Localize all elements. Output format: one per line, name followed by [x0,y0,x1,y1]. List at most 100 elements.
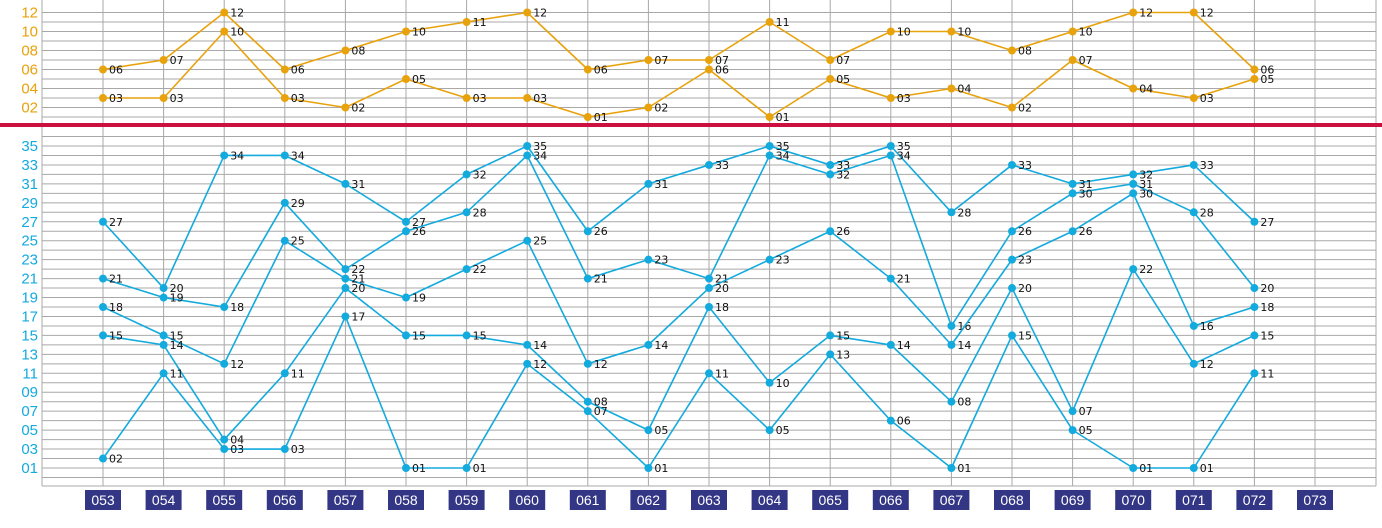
series-line-segment [708,21,771,61]
series-line-segment [466,145,528,176]
data-point [947,340,956,349]
data-point [765,255,774,264]
data-point [99,303,107,311]
series-line-segment [466,154,528,213]
series-line-segment [405,211,467,232]
data-label: 11 [291,367,305,380]
data-point [886,340,895,349]
series-line-segment [769,21,831,61]
series-line-segment [1072,59,1134,90]
x-category-label: 058 [394,492,418,508]
x-category-box [388,490,424,510]
series-line-segment [284,97,346,109]
x-category-box [1115,490,1152,510]
data-label: 07 [594,405,608,418]
series-line-segment [1193,164,1255,223]
series-line-segment [284,49,346,71]
x-category-label: 063 [697,492,721,508]
data-label: 12 [230,7,244,20]
series-line-segment [163,30,225,99]
data-label: 10 [1079,26,1093,39]
data-point [1008,103,1016,112]
series-line-segment [647,372,710,469]
data-label: 07 [654,54,668,67]
data-point [280,445,289,454]
series-line-segment [526,240,589,365]
data-point [947,397,956,406]
data-point [1008,284,1016,293]
data-label: 03 [230,443,244,456]
data-point [159,284,168,293]
data-label: 14 [170,339,184,352]
data-label: 03 [109,92,123,105]
y-tick-label: 21 [21,271,38,288]
data-label: 10 [897,26,911,39]
data-point [886,94,895,102]
series-line-segment [951,87,1013,109]
series-line-segment [890,145,952,213]
data-point [159,331,168,340]
data-label: 23 [776,254,790,267]
data-label: 22 [473,263,487,276]
x-category-box [327,490,364,510]
data-point [583,274,592,283]
data-point [220,303,229,311]
series-line-segment [162,372,225,450]
data-label: 08 [594,396,608,409]
series-line-segment [163,334,225,365]
data-point [644,179,653,188]
data-point [402,227,410,236]
data-label: 34 [291,149,305,162]
x-category-box [1175,490,1212,510]
data-point [1008,227,1016,236]
data-point [583,397,592,406]
series-line-segment [344,316,407,469]
y-tick-label: 33 [21,157,38,174]
series-line-segment [587,410,649,469]
x-category-box [1054,490,1091,510]
divider-bar [0,123,1382,127]
data-label: 06 [291,64,305,77]
x-category-box [1236,490,1273,510]
series-line-segment [223,11,286,71]
data-label: 03 [291,443,305,456]
series-line-segment [345,277,407,299]
data-point [886,142,895,150]
data-point [947,464,956,472]
series-line-segment [1011,287,1074,412]
data-label: 04 [1139,83,1153,96]
series-line-segment [344,287,407,337]
data-label: 05 [412,73,426,86]
data-label: 02 [351,102,365,115]
data-point [341,46,350,55]
data-label: 20 [351,282,365,295]
y-tick-label: 01 [21,460,38,477]
series-line-segment [1011,164,1073,185]
x-category-box [85,490,121,510]
series-line-segment [768,353,831,431]
data-point [1189,321,1198,330]
data-point [1008,160,1016,169]
x-category-box [812,490,849,510]
data-point [826,350,835,359]
data-label: 21 [594,273,608,286]
data-label: 05 [1260,73,1274,86]
data-point [644,340,653,349]
series-line-segment [1133,164,1194,176]
data-point [826,331,835,340]
data-point [523,359,532,368]
series-line-segment [526,344,589,403]
x-category-label: 057 [334,492,358,508]
data-point [1129,170,1138,179]
x-category-label: 054 [152,492,176,508]
data-label: 03 [897,92,911,105]
x-category-box [872,490,909,510]
data-point [705,369,713,378]
data-point [886,151,895,160]
y-tick-label: 15 [21,327,38,344]
data-label: 10 [776,377,790,390]
series-line-segment [102,277,164,299]
data-point [886,27,895,36]
data-label: 02 [654,102,668,115]
series-line-segment [1011,30,1073,52]
